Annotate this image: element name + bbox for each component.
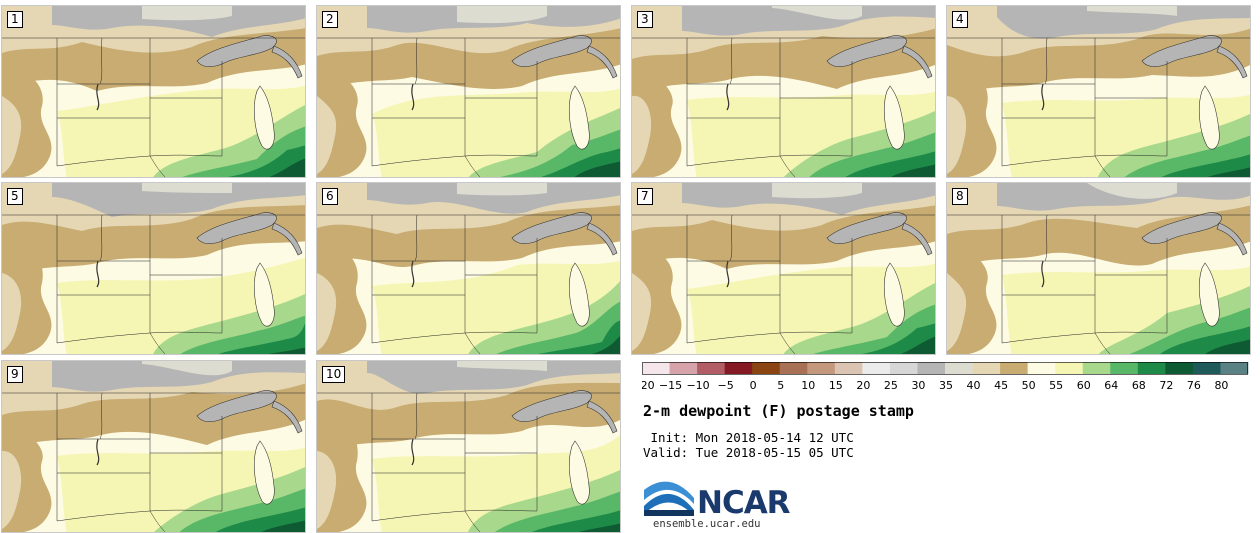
colorbar-swatch — [917, 362, 946, 374]
colorbar-tick-label: 45 — [994, 379, 1008, 392]
panel-number-label: 2 — [322, 11, 338, 28]
colorbar-tick-label: 55 — [1049, 379, 1063, 392]
panel-number-label: 7 — [637, 188, 653, 205]
colorbar-tick-label: 30 — [911, 379, 925, 392]
colorbar-tick-label: −5 — [718, 379, 734, 392]
colorbar-swatch — [752, 362, 781, 374]
member-panel-8: 8 — [946, 182, 1251, 355]
colorbar-swatch — [1055, 362, 1084, 374]
colorbar-swatch — [1220, 362, 1249, 374]
colorbar-legend: −20 −15 −10 −5 0 5 10 15 20 25 30 35 40 45 50 55 60 64 68 7… — [642, 362, 1249, 392]
member-panel-9: 9 — [1, 360, 306, 533]
colorbar-tick-label: −10 — [686, 379, 709, 392]
colorbar-tick-label: 76 — [1187, 379, 1201, 392]
colorbar-swatch — [669, 362, 698, 374]
colorbar-tick-label: 50 — [1022, 379, 1036, 392]
member-panel-1: 1 — [1, 5, 306, 178]
colorbar-tick-label: 0 — [750, 379, 757, 392]
colorbar-swatch — [889, 362, 918, 374]
ncar-logo-icon — [644, 481, 694, 516]
member-panel-10: 10 — [316, 360, 621, 533]
colorbar-tick-label: 5 — [777, 379, 784, 392]
colorbar-swatch — [834, 362, 863, 374]
colorbar-tick-label: −15 — [659, 379, 682, 392]
colorbar-swatch — [1165, 362, 1194, 374]
colorbar-tick-label: 64 — [1104, 379, 1118, 392]
member-panel-3: 3 — [631, 5, 936, 178]
map-title: 2-m dewpoint (F) postage stamp — [643, 402, 914, 420]
panel-number-label: 1 — [7, 11, 23, 28]
colorbar-tick-label: 68 — [1132, 379, 1146, 392]
colorbar-tick-label: 35 — [939, 379, 953, 392]
colorbar-swatch — [1027, 362, 1056, 374]
panel-number-label: 5 — [7, 188, 23, 205]
colorbar-tick-label: 72 — [1159, 379, 1173, 392]
member-panel-7: 7 — [631, 182, 936, 355]
ncar-logo-text: NCAR — [697, 485, 791, 521]
panel-number-label: 9 — [7, 366, 23, 383]
colorbar-swatch — [972, 362, 1001, 374]
colorbar-swatch — [807, 362, 836, 374]
member-panel-5: 5 — [1, 182, 306, 355]
colorbar-swatch — [862, 362, 891, 374]
colorbar-swatch — [1082, 362, 1111, 374]
colorbar-frame — [642, 362, 1248, 375]
valid-time: Valid: Tue 2018-05-15 05 UTC — [643, 445, 854, 460]
colorbar-tick-label: 60 — [1077, 379, 1091, 392]
panel-number-label: 10 — [322, 366, 346, 383]
colorbar-tick-label: 20 — [856, 379, 870, 392]
member-panel-6: 6 — [316, 182, 621, 355]
member-panel-4: 4 — [946, 5, 1251, 178]
init-time: Init: Mon 2018-05-14 12 UTC — [643, 430, 854, 445]
colorbar-tick-label: −20 — [642, 379, 655, 392]
panel-number-label: 8 — [952, 188, 968, 205]
colorbar-tick-label: 15 — [829, 379, 843, 392]
colorbar-swatch — [1137, 362, 1166, 374]
member-panel-2: 2 — [316, 5, 621, 178]
colorbar-swatch — [724, 362, 753, 374]
colorbar-tick-label: 10 — [801, 379, 815, 392]
colorbar-tick-label: 40 — [967, 379, 981, 392]
logo-url: ensemble.ucar.edu — [653, 518, 761, 530]
panel-number-label: 4 — [952, 11, 968, 28]
colorbar-tick-label: 80 — [1214, 379, 1228, 392]
panel-number-label: 6 — [322, 188, 338, 205]
colorbar-swatch — [945, 362, 973, 374]
colorbar-swatch — [779, 362, 808, 374]
colorbar-swatch — [1110, 362, 1139, 374]
panel-number-label: 3 — [637, 11, 653, 28]
colorbar-tick-label: 25 — [884, 379, 898, 392]
colorbar-swatch — [642, 362, 670, 374]
colorbar-swatch — [1000, 362, 1028, 374]
colorbar-swatch — [697, 362, 725, 374]
colorbar-swatch — [1192, 362, 1221, 374]
